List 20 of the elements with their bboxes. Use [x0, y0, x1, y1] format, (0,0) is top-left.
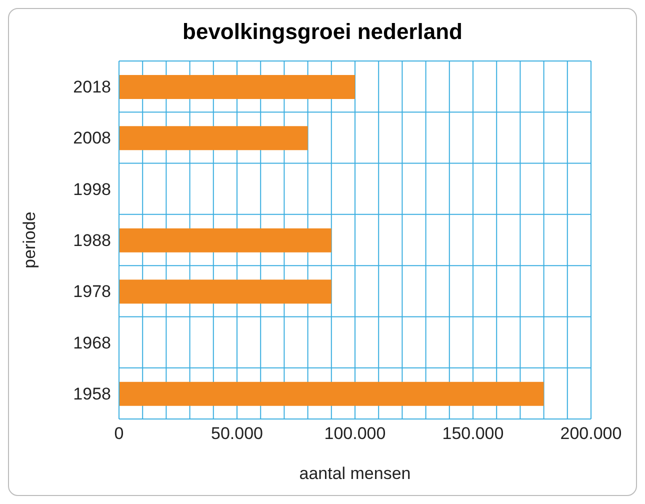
x-tick-label: 50.000 — [211, 424, 263, 444]
bar — [119, 126, 308, 150]
bar — [119, 228, 332, 252]
y-tick-label: 1958 — [73, 384, 111, 404]
y-tick-label: 1968 — [73, 333, 111, 352]
chart-title: bevolkingsgroei nederland — [182, 19, 464, 46]
y-tick-label: 1988 — [73, 231, 111, 250]
bar — [119, 75, 355, 99]
y-axis-title: periode — [20, 212, 40, 268]
bar — [119, 280, 332, 304]
x-tick-label: 0 — [114, 424, 124, 444]
x-axis-title: aantal mensen — [299, 464, 411, 483]
y-tick-label: 2008 — [73, 128, 111, 148]
y-tick-label: 1978 — [73, 282, 111, 302]
y-tick-label: 2018 — [73, 78, 111, 97]
x-tick-label: 200.000 — [560, 424, 622, 444]
bar — [119, 382, 544, 406]
x-tick-label: 150.000 — [442, 424, 504, 444]
x-tick-label: 100.000 — [324, 424, 386, 444]
y-tick-label: 1998 — [73, 180, 111, 199]
